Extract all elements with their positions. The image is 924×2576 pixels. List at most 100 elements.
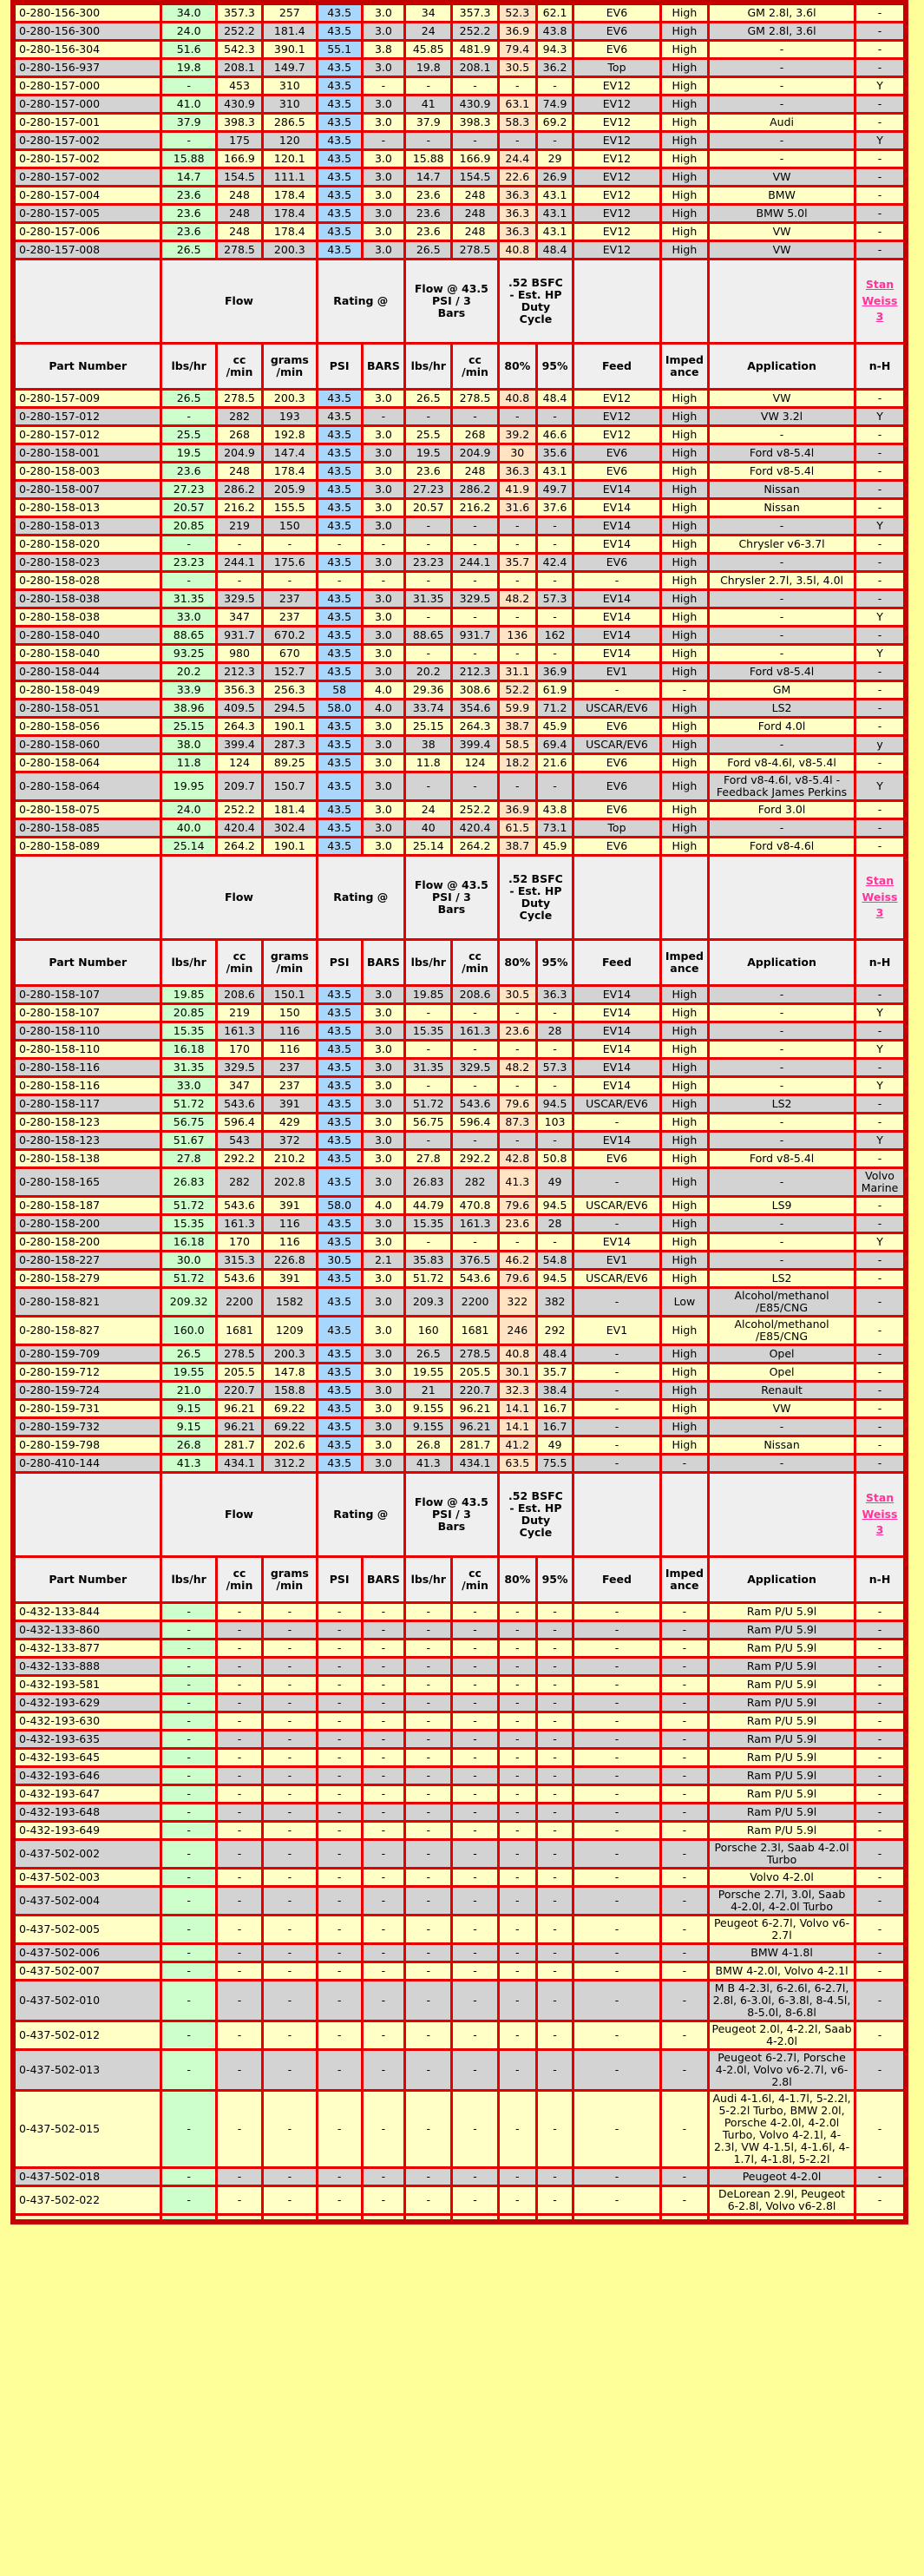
bars-cell: 3.0 bbox=[360, 752, 407, 773]
psi-cell: 30.5 bbox=[315, 1250, 364, 1271]
impedance-cell: - bbox=[659, 1784, 711, 1804]
cc-min-cell: 252.2 bbox=[214, 21, 265, 42]
bars-cell: 3.0 bbox=[360, 1075, 407, 1096]
pct-95-cell: 43.1 bbox=[534, 203, 575, 224]
application-cell: Nissan bbox=[707, 1435, 857, 1456]
grams-min-cell: 178.4 bbox=[261, 203, 318, 224]
bars-cell: 3.0 bbox=[360, 1416, 407, 1437]
feed-cell: - bbox=[572, 1166, 662, 1198]
part-number-cell: 0-280-158-007 bbox=[11, 479, 163, 500]
column-header-psi-cell: PSI bbox=[315, 938, 364, 987]
n-h-cell: - bbox=[854, 1195, 908, 1216]
header-blank-part-number bbox=[11, 258, 163, 345]
pct-95-cell: - bbox=[534, 1979, 575, 2022]
grams-min-cell: - bbox=[261, 2020, 318, 2051]
n-h-cell: - bbox=[854, 752, 908, 773]
cc-min-cell: - bbox=[214, 1784, 265, 1804]
cc-min-435-cell: - bbox=[450, 771, 500, 802]
n-h-cell: - bbox=[854, 1148, 908, 1169]
cc-min-435-cell: - bbox=[450, 1039, 500, 1060]
part-number-cell: 0-280-159-724 bbox=[11, 1380, 163, 1401]
pct-95-cell: - bbox=[534, 2048, 575, 2092]
n-h-cell: - bbox=[854, 2089, 908, 2169]
n-h-cell: - bbox=[854, 1961, 908, 1981]
cc-min-cell: 248 bbox=[214, 185, 265, 206]
flow-group-header: Flow bbox=[160, 1471, 318, 1558]
table-row: 0-280-156-300 34.0 357.3 257 43.5 3.0 34 357.3 5… bbox=[11, 1, 908, 23]
lbs-hr-cell: 27.8 bbox=[160, 1148, 218, 1169]
cc-min-435-cell: - bbox=[450, 1130, 500, 1151]
stan-weiss-link[interactable]: Stan Weiss 3 bbox=[862, 873, 898, 920]
cc-min-cell: 124 bbox=[214, 752, 265, 773]
grams-min-cell: 237 bbox=[261, 1075, 318, 1096]
lbs-hr-cell: 51.67 bbox=[160, 1130, 218, 1151]
grams-min-cell: 256.3 bbox=[261, 680, 318, 700]
impedance-cell: High bbox=[659, 167, 711, 187]
cc-min-435-cell: - bbox=[450, 1802, 500, 1823]
lbs-hr-cell: - bbox=[160, 1942, 218, 1963]
psi-cell: - bbox=[315, 1802, 364, 1823]
bars-cell: 3.0 bbox=[360, 112, 407, 133]
lbs-hr-cell: 19.5 bbox=[160, 443, 218, 463]
bars-cell: - bbox=[360, 534, 407, 555]
grams-min-cell: 155.5 bbox=[261, 497, 318, 518]
impedance-cell: High bbox=[659, 203, 711, 224]
cc-min-435-cell: - bbox=[450, 1638, 500, 1659]
pct-95-cell: - bbox=[534, 1075, 575, 1096]
application-cell: - bbox=[707, 818, 857, 838]
pct-95-cell: - bbox=[534, 1711, 575, 1732]
table-row: 0-280-158-089 25.14 264.2 190.1 43.5 3.0 25.14… bbox=[11, 836, 908, 857]
cc-min-cell: 420.4 bbox=[214, 818, 265, 838]
cc-min-435-cell: - bbox=[450, 2089, 500, 2169]
lbs-hr-cell: - bbox=[160, 1620, 218, 1640]
bars-cell: 3.0 bbox=[360, 148, 407, 169]
lbs-hr-cell: - bbox=[160, 130, 218, 151]
n-h-cell: - bbox=[854, 424, 908, 445]
stan-weiss-link[interactable]: Stan Weiss 3 bbox=[862, 1490, 898, 1537]
table-row: 0-280-158-020- - - - - - - - - EV14 High Chrysler v… bbox=[11, 534, 908, 555]
lbs-hr-435-cell: - bbox=[403, 1711, 454, 1732]
n-h-cell: - bbox=[854, 1398, 908, 1419]
impedance-cell: High bbox=[659, 1002, 711, 1023]
part-number-cell: 0-280-157-002 bbox=[11, 148, 163, 169]
grams-min-cell: - bbox=[261, 2048, 318, 2092]
lbs-hr-cell: - bbox=[160, 1914, 218, 1945]
lbs-hr-435-cell: 20.2 bbox=[403, 661, 454, 682]
impedance-cell: High bbox=[659, 1195, 711, 1216]
pct-95-cell: - bbox=[534, 1765, 575, 1786]
cc-min-435-cell: 354.6 bbox=[450, 698, 500, 719]
table-row: 0-280-158-117 51.72 543.6 391 43.5 3.0 51.72 54… bbox=[11, 1094, 908, 1114]
pct-95-cell: - bbox=[534, 771, 575, 802]
impedance-cell: High bbox=[659, 1398, 711, 1419]
lbs-hr-cell: 19.55 bbox=[160, 1362, 218, 1383]
pct-95-cell: - bbox=[534, 1692, 575, 1713]
feed-cell: - bbox=[572, 2020, 662, 2051]
table-row: 0-280-158-038 33.0 347 237 43.5 3.0- - - - EV14 Hi… bbox=[11, 607, 908, 628]
n-h-cell: - bbox=[854, 1638, 908, 1659]
part-number-cell: 0-280-158-064 bbox=[11, 771, 163, 802]
stan-weiss-link[interactable]: Stan Weiss 3 bbox=[862, 277, 898, 324]
bars-cell: - bbox=[360, 1942, 407, 1963]
pct-95-cell: 50.8 bbox=[534, 1148, 575, 1169]
cc-min-435-cell: 308.6 bbox=[450, 680, 500, 700]
column-header-cc-min-435-cell: cc /min bbox=[450, 1555, 500, 1604]
application-cell: Ram P/U 5.9l bbox=[707, 1747, 857, 1768]
column-header-lbs-hr-cell: lbs/hr bbox=[160, 1555, 218, 1604]
bars-cell: - bbox=[360, 1885, 407, 1916]
feed-cell: EV1 bbox=[572, 661, 662, 682]
pct-95-cell: - bbox=[534, 1002, 575, 1023]
lbs-hr-435-cell: - bbox=[403, 130, 454, 151]
table-row: 0-280-158-003 23.6 248 178.4 43.5 3.0 23.6 248 3… bbox=[11, 461, 908, 482]
cc-min-435-cell: 481.9 bbox=[450, 39, 500, 60]
psi-cell: 43.5 bbox=[315, 836, 364, 857]
part-number-cell: 0-280-159-798 bbox=[11, 1435, 163, 1456]
bars-cell: - bbox=[360, 1656, 407, 1677]
bars-cell: 3.0 bbox=[360, 1002, 407, 1023]
pct-80-cell: 48.2 bbox=[496, 1057, 538, 1078]
part-number-cell: 0-432-193-630 bbox=[11, 1711, 163, 1732]
cc-min-435-cell: - bbox=[450, 2020, 500, 2051]
partial-cutoff-row bbox=[11, 2213, 908, 2222]
application-cell: - bbox=[707, 39, 857, 60]
lbs-hr-435-cell bbox=[403, 2213, 454, 2222]
psi-cell: - bbox=[315, 1656, 364, 1677]
